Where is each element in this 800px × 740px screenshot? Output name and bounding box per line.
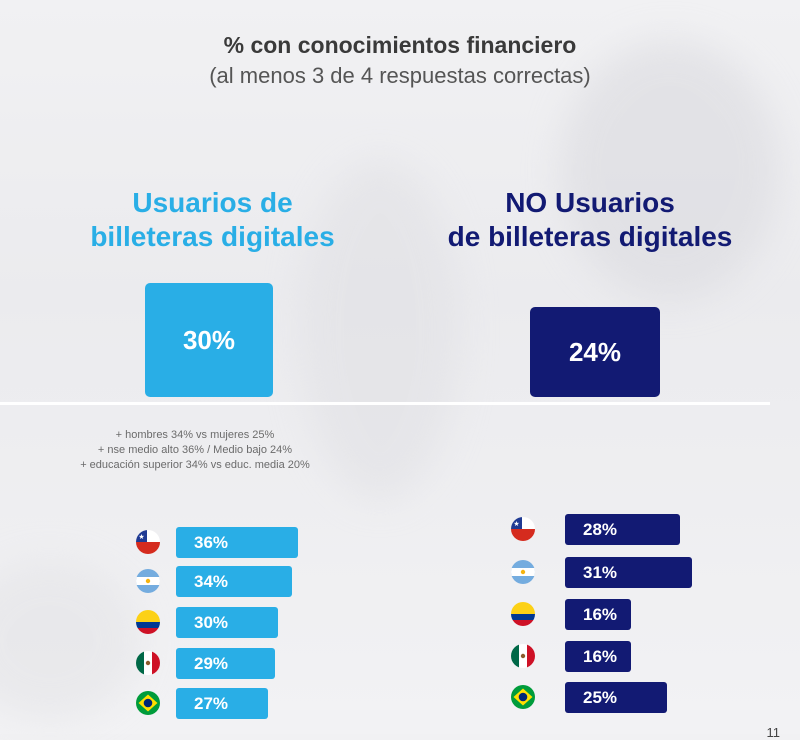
- bar: [565, 599, 631, 630]
- bar: [565, 557, 692, 588]
- bar-value-label: 29%: [194, 654, 229, 673]
- bar-value-label: 31%: [583, 563, 618, 582]
- bar: [176, 607, 278, 638]
- chile-flag-icon: ★: [511, 517, 535, 541]
- svg-text:★: ★: [138, 533, 144, 541]
- users-heading: Usuarios de billeteras digitales: [70, 186, 355, 254]
- note-line: + hombres 34% vs mujeres 25%: [115, 429, 275, 441]
- bar-value-label: 30%: [194, 613, 229, 632]
- page-number: 11: [766, 725, 781, 740]
- chart-title: % con conocimientos financiero: [223, 32, 577, 58]
- bar-value-label: 34%: [194, 572, 229, 591]
- users-total-box: 30%: [145, 283, 273, 397]
- non-users-total-box: 24%: [530, 307, 660, 397]
- bar-value-label: 16%: [583, 605, 618, 624]
- bar: [565, 641, 631, 672]
- divider-line: [0, 402, 770, 405]
- brazil-flag-icon: [511, 685, 535, 709]
- chart-subtitle: (al menos 3 de 4 respuestas correctas): [209, 63, 591, 88]
- non-users-heading-line: NO Usuarios: [505, 187, 675, 218]
- background-shape: [560, 40, 780, 300]
- bar-value-label: 27%: [194, 694, 229, 713]
- note-line: + educación superior 34% vs educ. media …: [80, 459, 310, 471]
- mexico-flag-icon: [136, 651, 160, 675]
- bar-value-label: 28%: [583, 520, 618, 539]
- note-line: + nse medio alto 36% / Medio bajo 24%: [97, 444, 293, 456]
- bar: [176, 527, 298, 558]
- colombia-flag-icon: [136, 610, 160, 634]
- bar-value-label: 25%: [583, 688, 618, 707]
- bar: [176, 648, 275, 679]
- bar: [176, 688, 268, 719]
- non-users-heading-line: de billeteras digitales: [447, 221, 733, 252]
- bar: [565, 682, 667, 713]
- mexico-flag-icon: [511, 644, 535, 668]
- background-shape: [0, 560, 140, 720]
- users-heading-line: Usuarios de: [132, 187, 293, 218]
- chile-flag-icon: ★: [136, 530, 160, 554]
- users-heading-line: billeteras digitales: [90, 221, 335, 252]
- non-users-total-value: 24%: [568, 336, 622, 367]
- svg-text:★: ★: [513, 520, 519, 528]
- brazil-flag-icon: [136, 691, 160, 715]
- argentina-flag-icon: [136, 569, 160, 593]
- non-users-heading: NO Usuarios de billeteras digitales: [420, 186, 760, 254]
- bar: [176, 566, 292, 597]
- bar: [565, 514, 680, 545]
- colombia-flag-icon: [511, 602, 535, 626]
- bar-value-label: 36%: [194, 533, 229, 552]
- background-shape: [300, 160, 460, 500]
- users-total-value: 30%: [182, 324, 236, 355]
- bar-value-label: 16%: [583, 647, 618, 666]
- argentina-flag-icon: [511, 560, 535, 584]
- demographic-notes: + hombres 34% vs mujeres 25% + nse medio…: [60, 428, 330, 473]
